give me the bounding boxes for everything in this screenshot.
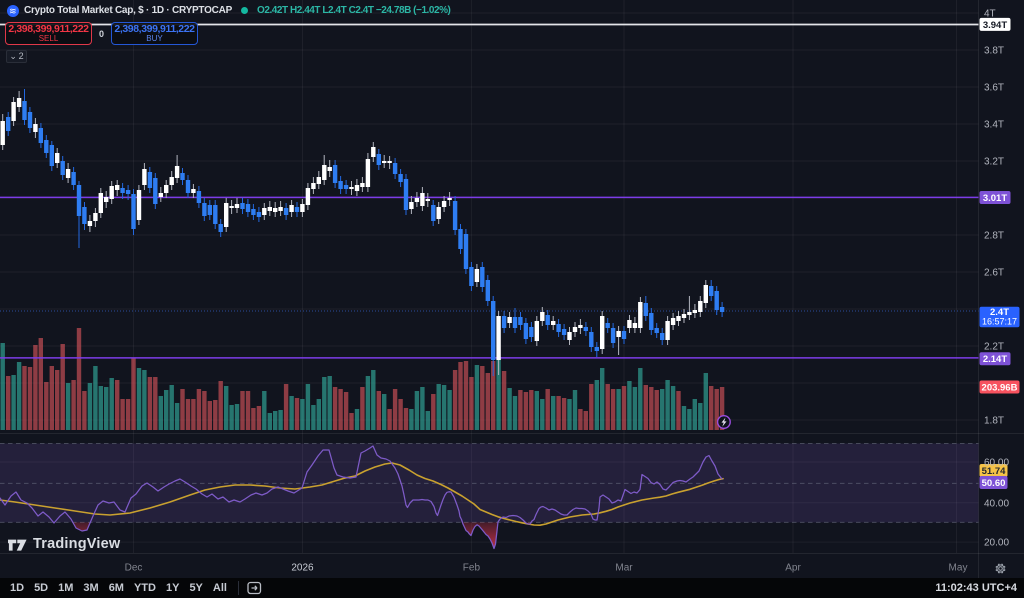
svg-text:40.00: 40.00 <box>984 498 1009 509</box>
svg-text:2.6T: 2.6T <box>984 268 1004 279</box>
svg-text:203.96B: 203.96B <box>982 382 1018 393</box>
svg-text:3.01T: 3.01T <box>983 193 1007 204</box>
svg-text:20.00: 20.00 <box>984 538 1009 549</box>
svg-text:50.60: 50.60 <box>982 478 1006 489</box>
svg-text:2.4T: 2.4T <box>990 307 1009 318</box>
svg-text:May: May <box>949 563 968 574</box>
svg-text:Feb: Feb <box>463 563 481 574</box>
svg-text:Mar: Mar <box>615 563 633 574</box>
svg-text:3.6T: 3.6T <box>984 83 1004 94</box>
svg-text:2.14T: 2.14T <box>983 354 1007 365</box>
svg-text:2.2T: 2.2T <box>984 342 1004 353</box>
svg-text:3.8T: 3.8T <box>984 46 1004 57</box>
svg-text:Apr: Apr <box>785 563 801 574</box>
svg-text:Dec: Dec <box>125 563 143 574</box>
svg-text:3.4T: 3.4T <box>984 120 1004 131</box>
svg-text:2.8T: 2.8T <box>984 231 1004 242</box>
svg-text:51.74: 51.74 <box>982 466 1006 477</box>
svg-text:4T: 4T <box>984 9 996 20</box>
svg-text:2026: 2026 <box>291 563 314 574</box>
svg-text:60.00: 60.00 <box>984 458 1009 469</box>
svg-text:1.8T: 1.8T <box>984 416 1004 427</box>
svg-text:16:57:17: 16:57:17 <box>982 317 1017 327</box>
svg-text:3.94T: 3.94T <box>983 20 1007 31</box>
svg-text:3.2T: 3.2T <box>984 157 1004 168</box>
